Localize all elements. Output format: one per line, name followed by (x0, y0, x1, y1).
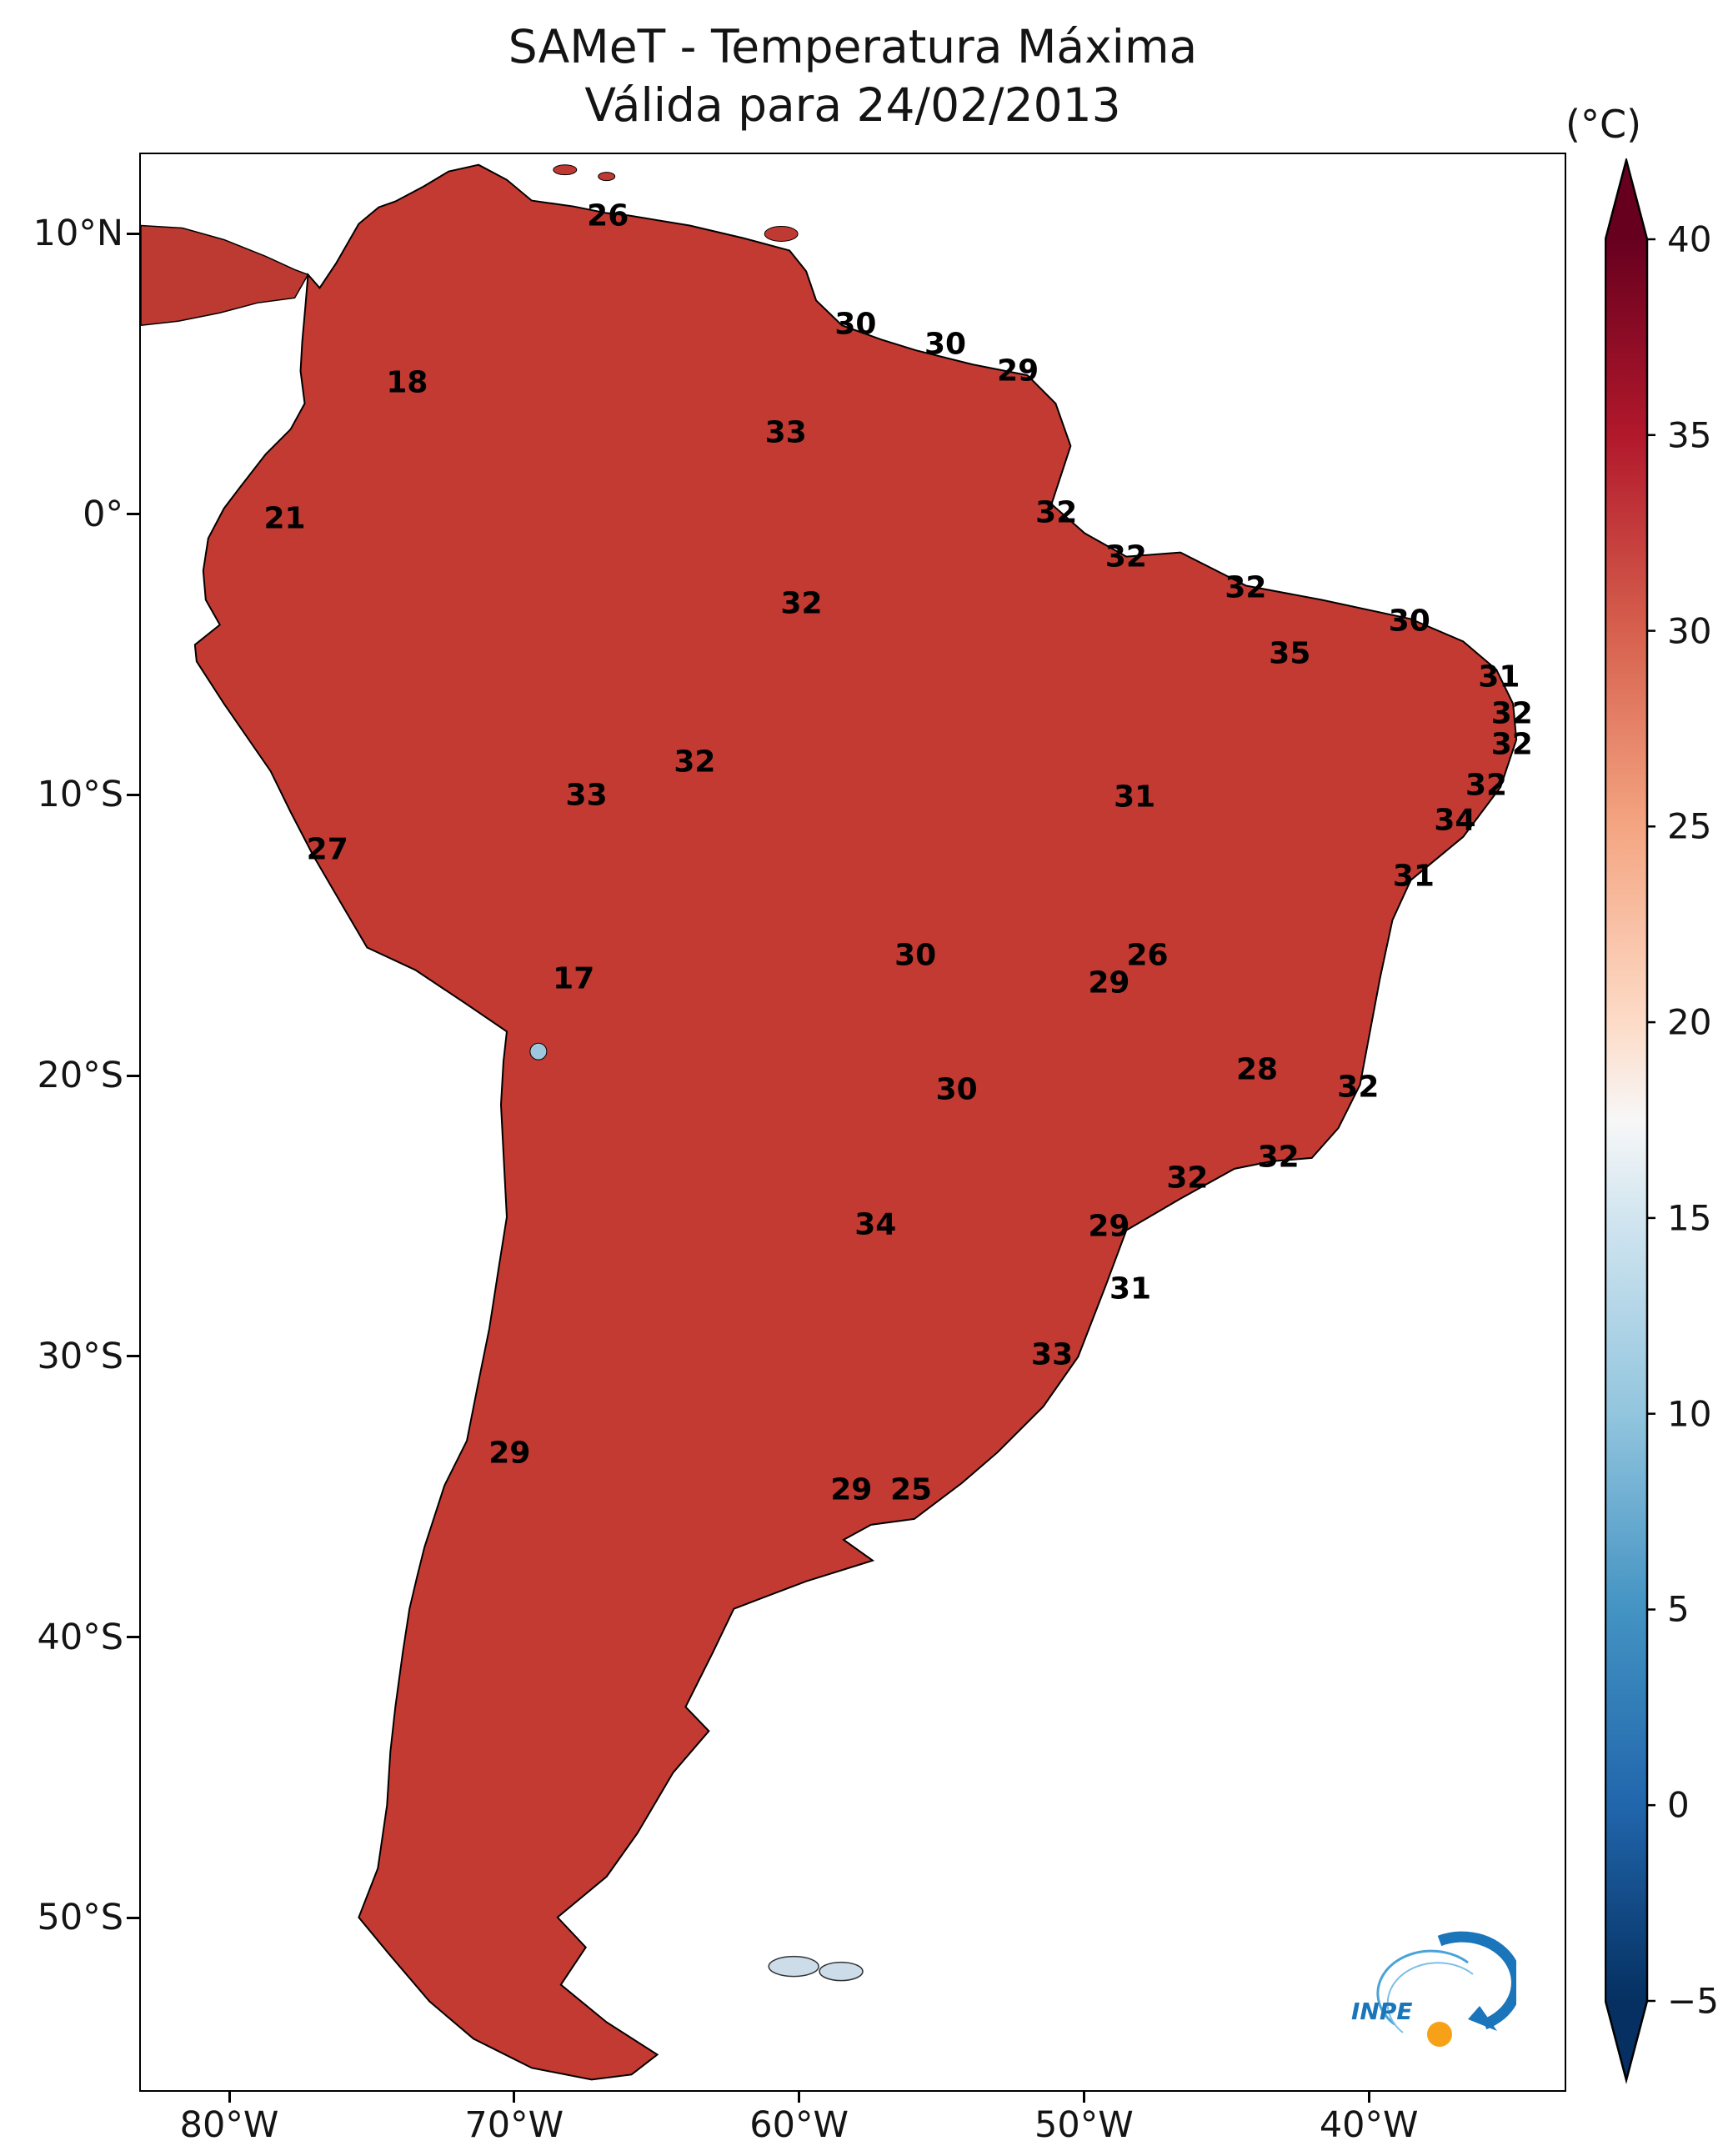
y-axis-tick-mark (127, 1636, 139, 1638)
temperature-label: 30 (924, 327, 967, 362)
temperature-label: 26 (1126, 938, 1169, 973)
temperature-label: 31 (1109, 1271, 1152, 1306)
trinidad-island (764, 226, 799, 242)
y-axis-tick-label: 40°S (37, 1616, 123, 1658)
temperature-label: 25 (889, 1472, 933, 1507)
colorbar-extend-top (1605, 160, 1647, 239)
temperature-label: 33 (565, 778, 608, 813)
x-axis-tick-mark (513, 2090, 516, 2103)
colorbar-tick-label: −5 (1667, 1980, 1719, 2022)
temperature-label: 21 (263, 501, 306, 536)
temperature-label: 32 (1104, 539, 1147, 574)
y-axis-tick-mark (127, 232, 139, 235)
colorbar-tick-label: 15 (1667, 1197, 1712, 1239)
map-plot-area: 26 30 30 29 18 33 21 32 32 32 32 30 35 31 32 32 32 33 31 32… (139, 153, 1566, 2092)
y-axis-tick-label: 50°S (37, 1897, 123, 1939)
logo-text: INPE (1351, 1998, 1413, 2025)
temperature-label: 30 (894, 938, 937, 973)
temperature-label: 30 (1388, 604, 1430, 639)
caribbean-island (553, 164, 578, 176)
temperature-label: 32 (674, 745, 716, 780)
temperature-label: 31 (1114, 780, 1156, 815)
temperature-label: 27 (306, 832, 348, 867)
temperature-label: 17 (553, 961, 595, 996)
x-axis-tick-mark (1367, 2090, 1370, 2103)
y-axis-tick-label: 20°S (37, 1055, 123, 1097)
falkland-islands (768, 1955, 819, 1978)
falkland-islands (819, 1961, 864, 1982)
y-axis-tick-label: 10°S (37, 774, 123, 816)
temperature-label: 32 (780, 586, 823, 621)
map-subtitle: Válida para 24/02/2013 (584, 78, 1121, 132)
temperature-label: 31 (1392, 859, 1435, 894)
temperature-label: 29 (997, 353, 1039, 389)
x-axis-tick-mark (798, 2090, 801, 2103)
x-axis-tick-mark (228, 2090, 231, 2103)
temperature-label: 35 (1269, 636, 1311, 671)
inpe-logo: INPE (1351, 1931, 1516, 2047)
colorbar-tick-label: 0 (1667, 1784, 1690, 1826)
central-america-landmass (141, 224, 309, 326)
temperature-label: 32 (1490, 727, 1533, 762)
x-axis-tick-label: 80°W (179, 2104, 279, 2146)
x-axis-tick-label: 70°W (464, 2104, 564, 2146)
temperature-label: 18 (386, 365, 428, 400)
temperature-label: 29 (1088, 965, 1130, 1000)
temperature-label: 32 (1166, 1161, 1209, 1196)
logo-arrow-head (1468, 2006, 1497, 2031)
colorbar-tick-label: 30 (1667, 610, 1712, 652)
temperature-label: 29 (830, 1472, 873, 1507)
south-america-temperature-map (141, 163, 1518, 2081)
colorbar-tick-marks (1647, 238, 1655, 2003)
temperature-label: 34 (854, 1207, 897, 1242)
colorbar (1605, 158, 1655, 2084)
colorbar-tick-label: 5 (1667, 1588, 1690, 1630)
map-title: SAMeT - Temperatura Máxima (508, 20, 1198, 73)
temperature-labels-layer: 26 30 30 29 18 33 21 32 32 32 32 30 35 31 32 32 32 33 31 32… (141, 154, 1565, 2090)
lake-titicaca (529, 1042, 548, 1060)
temperature-label: 32 (1465, 768, 1508, 803)
y-axis-tick-mark (127, 1074, 139, 1077)
colorbar-gradient (1605, 239, 1647, 2001)
y-axis-tick-mark (127, 1916, 139, 1919)
x-axis-tick-label: 60°W (749, 2104, 849, 2146)
temperature-label: 30 (935, 1072, 978, 1107)
temperature-label: 29 (1088, 1209, 1130, 1244)
caribbean-island (598, 172, 616, 182)
temperature-label: 28 (1236, 1052, 1279, 1087)
y-axis-tick-label: 0° (83, 493, 123, 535)
y-axis-tick-label: 10°N (33, 213, 123, 254)
temperature-label: 32 (1490, 696, 1533, 731)
logo-swirl-line (1386, 1962, 1474, 2033)
temperature-label: 31 (1478, 659, 1520, 694)
x-axis-tick-label: 40°W (1319, 2104, 1419, 2146)
x-axis-tick-label: 50°W (1034, 2104, 1134, 2146)
logo-orange-dot (1427, 2022, 1452, 2047)
colorbar-tick-label: 10 (1667, 1393, 1712, 1435)
temperature-label: 26 (587, 198, 629, 233)
temperature-label: 30 (834, 307, 877, 342)
y-axis-tick-mark (127, 513, 139, 516)
colorbar-tick-label: 20 (1667, 1001, 1712, 1043)
colorbar-tick-label: 40 (1667, 218, 1712, 260)
temperature-label: 34 (1434, 803, 1476, 838)
logo-arrow-arc (1437, 1931, 1516, 2030)
temperature-label: 32 (1225, 570, 1267, 605)
temperature-label: 29 (488, 1436, 531, 1471)
colorbar-tick-label: 25 (1667, 805, 1712, 847)
colorbar-extend-bottom (1605, 2001, 1647, 2080)
temperature-label: 33 (764, 415, 807, 450)
colorbar-unit-label: (°C) (1565, 102, 1642, 147)
temperature-label: 32 (1035, 495, 1078, 530)
y-axis-tick-mark (127, 1355, 139, 1358)
temperature-label: 32 (1257, 1140, 1300, 1175)
colorbar-tick-label: 35 (1667, 414, 1712, 456)
temperature-label: 32 (1337, 1070, 1380, 1105)
y-axis-tick-label: 30°S (37, 1335, 123, 1377)
logo-swirl-line (1376, 1949, 1469, 2026)
temperature-label: 33 (1031, 1337, 1074, 1372)
y-axis-tick-mark (127, 793, 139, 796)
x-axis-tick-mark (1082, 2090, 1085, 2103)
